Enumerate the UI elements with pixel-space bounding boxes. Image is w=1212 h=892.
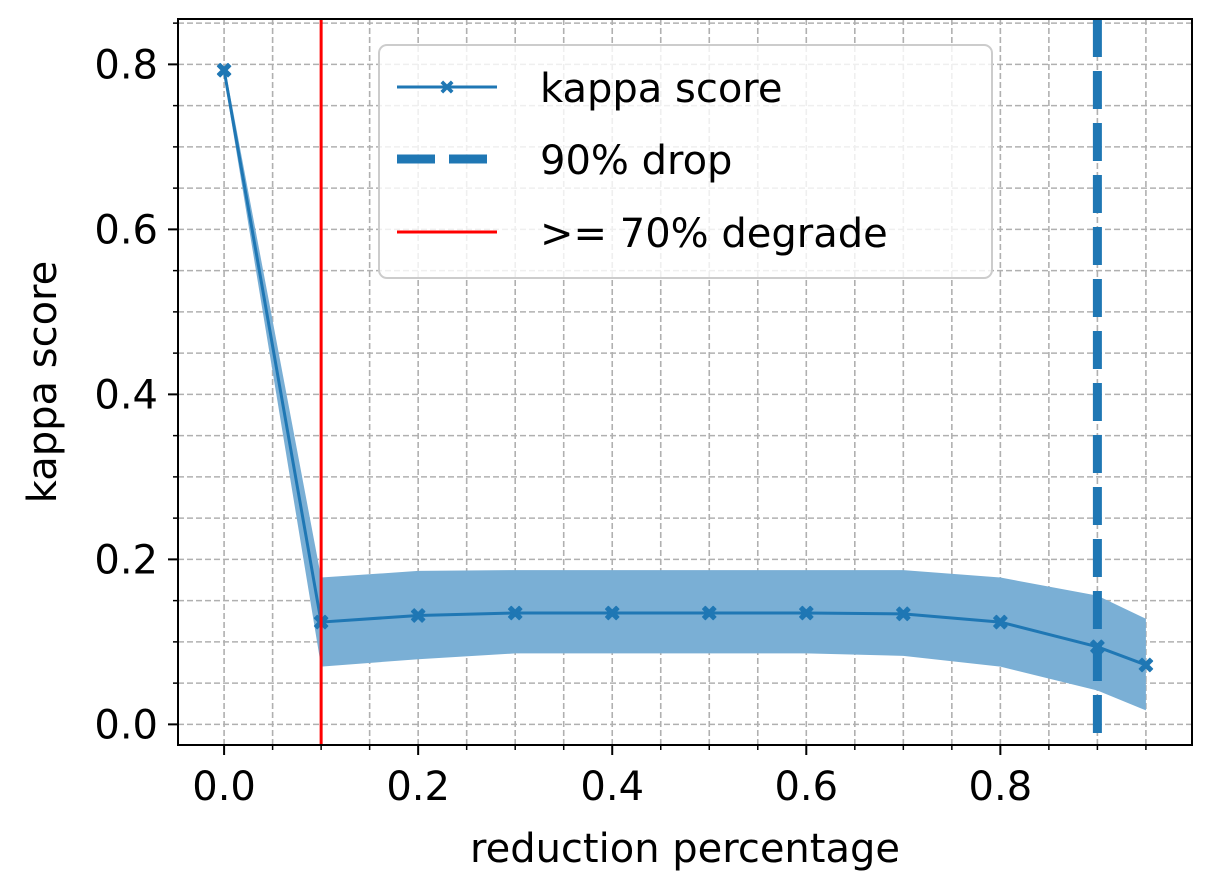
data-point-marker: [702, 605, 717, 621]
legend-box: [378, 44, 993, 279]
x-tick-label: 0.4: [580, 764, 644, 810]
x-tick-label: 0.0: [192, 764, 256, 810]
data-point-marker: [410, 608, 426, 623]
reference-lines-layer: [319, 19, 1102, 745]
series-layer: [216, 62, 1154, 673]
y-axis-title: kappa score: [20, 261, 66, 503]
y-tick-label: 0.2: [94, 537, 158, 583]
data-point-marker: [216, 62, 232, 78]
x-tick-label: 0.6: [774, 764, 838, 810]
tick-layer: 0.0 0.2 0.4 0.6 0.8 0.0 0.2 0.4 0.6 0.8: [94, 22, 1147, 810]
y-tick-label: 0.4: [94, 372, 158, 418]
data-point-marker: [604, 605, 620, 621]
data-point-marker: [993, 614, 1008, 630]
plot-frame: [177, 18, 1193, 746]
data-point-marker: [896, 606, 911, 622]
legend-label-70-degrade: >= 70% degrade: [540, 211, 888, 257]
legend: kappa score 90% drop >= 70% degrade: [378, 44, 993, 279]
legend-label-90-drop: 90% drop: [540, 138, 732, 184]
y-tick-label: 0.0: [94, 702, 158, 748]
legend-label-kappa-score: kappa score: [540, 66, 782, 112]
y-tick-label: 0.6: [94, 207, 158, 253]
x-tick-label: 0.8: [969, 764, 1033, 810]
y-tick-label: 0.8: [94, 42, 158, 88]
legend-marker-kappa-score: [440, 80, 454, 94]
data-point-marker: [507, 605, 523, 621]
data-point-marker: [799, 605, 814, 621]
confidence-band: [224, 63, 1146, 711]
confidence-band-layer: [224, 63, 1146, 711]
x-tick-label: 0.2: [386, 764, 450, 810]
x-axis-title: reduction percentage: [470, 826, 900, 872]
data-point-marker: [1138, 657, 1154, 673]
